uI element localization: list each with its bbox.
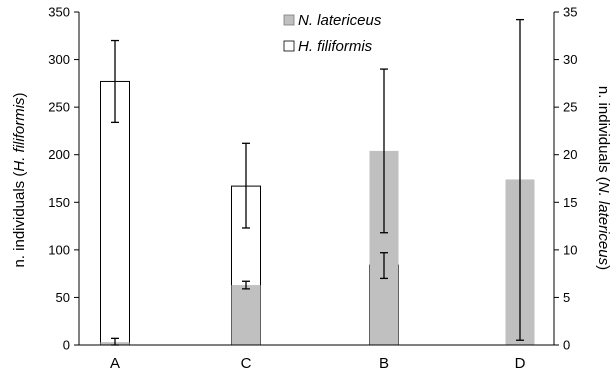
ticks-layer: 0 50 100 150 200 250 300 350 0 5 10 15 20 25 30 35: [48, 5, 577, 353]
error-bars-layer: [111, 18, 524, 346]
axes-layer: [78, 12, 555, 346]
right-axis-title-suffix: ): [595, 265, 611, 270]
error-bar-n-latericeus-c: [242, 280, 250, 290]
left-tick-label: 150: [48, 195, 70, 210]
right-tick-label: 5: [563, 290, 570, 305]
left-tick-label: 0: [63, 338, 70, 353]
right-tick-label: 25: [563, 100, 577, 115]
left-axis-title-species: H. filiformis: [11, 97, 28, 172]
error-bar-h-filiformis-a: [111, 39, 119, 124]
bars-layer: [100, 80, 535, 346]
left-tick-label: 250: [48, 100, 70, 115]
category-label-b: B: [379, 355, 389, 372]
legend: N. latericeus H. filiformis: [283, 12, 382, 55]
left-tick-label: 350: [48, 5, 70, 20]
bar-n-latericeus-c: [231, 285, 261, 345]
right-axis-title: n. individuals (N. latericeus): [595, 86, 611, 270]
legend-label-n-latericeus: N. latericeus: [298, 12, 382, 29]
bar-h-filiformis-a: [100, 80, 130, 346]
left-axis-title-suffix: ): [11, 92, 28, 97]
left-tick-label: 200: [48, 147, 70, 162]
right-tick-label: 10: [563, 242, 577, 257]
left-tick-label: 100: [48, 242, 70, 257]
left-axis-title-prefix: n. individuals (: [11, 172, 28, 268]
right-tick-label: 15: [563, 195, 577, 210]
error-bar-n-latericeus-b: [380, 68, 388, 234]
error-bar-h-filiformis-c: [242, 142, 250, 229]
legend-swatch-h-filiformis: [283, 40, 295, 52]
category-label-d: D: [515, 355, 526, 372]
right-tick-label: 35: [563, 5, 577, 20]
right-axis-title-species: N. latericeus: [595, 182, 611, 266]
category-label-c: C: [241, 355, 252, 372]
error-bar-n-latericeus-d: [516, 18, 524, 341]
legend-swatch-n-latericeus: [283, 14, 295, 26]
legend-label-h-filiformis: H. filiformis: [298, 38, 373, 55]
left-tick-label: 300: [48, 52, 70, 67]
category-label-a: A: [110, 355, 120, 372]
error-bar-h-filiformis-b: [380, 252, 388, 280]
right-axis-title-prefix: n. individuals (: [595, 86, 611, 182]
right-tick-label: 30: [563, 52, 577, 67]
left-tick-label: 50: [56, 290, 70, 305]
right-tick-label: 20: [563, 147, 577, 162]
right-tick-label: 0: [563, 338, 570, 353]
left-axis-title: n. individuals (H. filiformis): [11, 92, 28, 267]
